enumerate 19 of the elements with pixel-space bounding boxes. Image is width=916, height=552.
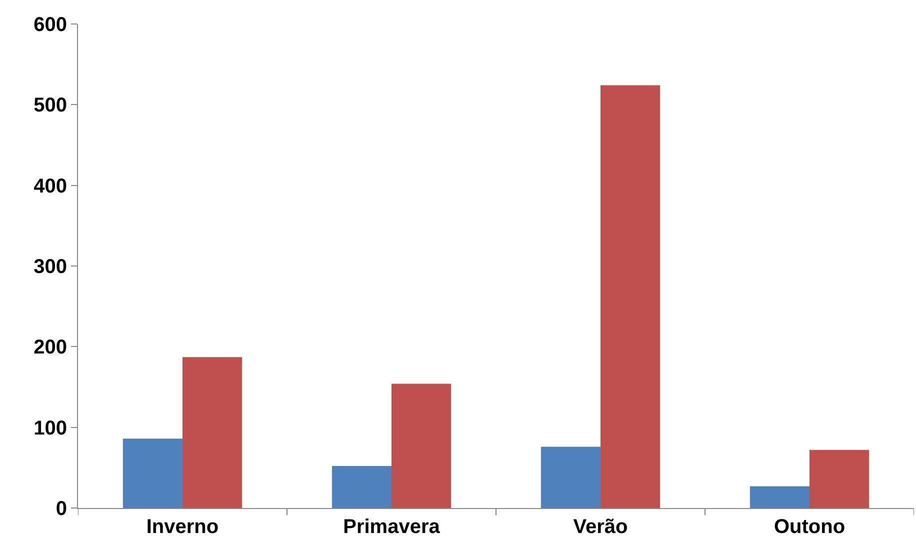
y-tick-label: 600: [34, 14, 67, 36]
bar: [392, 384, 452, 508]
y-tick-label: 0: [56, 498, 67, 520]
bar: [182, 357, 242, 508]
x-tick-label: Outono: [774, 516, 846, 538]
bar: [332, 466, 392, 508]
y-tick-label: 100: [34, 417, 67, 440]
bar: [540, 446, 600, 508]
bar: [600, 85, 660, 508]
y-tick-label: 200: [34, 336, 67, 359]
bar: [122, 438, 182, 508]
x-tick-label: Verão: [573, 516, 628, 538]
y-tick-label: 300: [34, 256, 67, 278]
y-tick-label: 400: [34, 175, 67, 198]
x-tick-label: Inverno: [146, 516, 219, 538]
bar: [810, 450, 870, 508]
y-tick-label: 500: [34, 94, 67, 117]
x-tick-label: Primavera: [343, 516, 441, 538]
bar: [750, 486, 810, 508]
